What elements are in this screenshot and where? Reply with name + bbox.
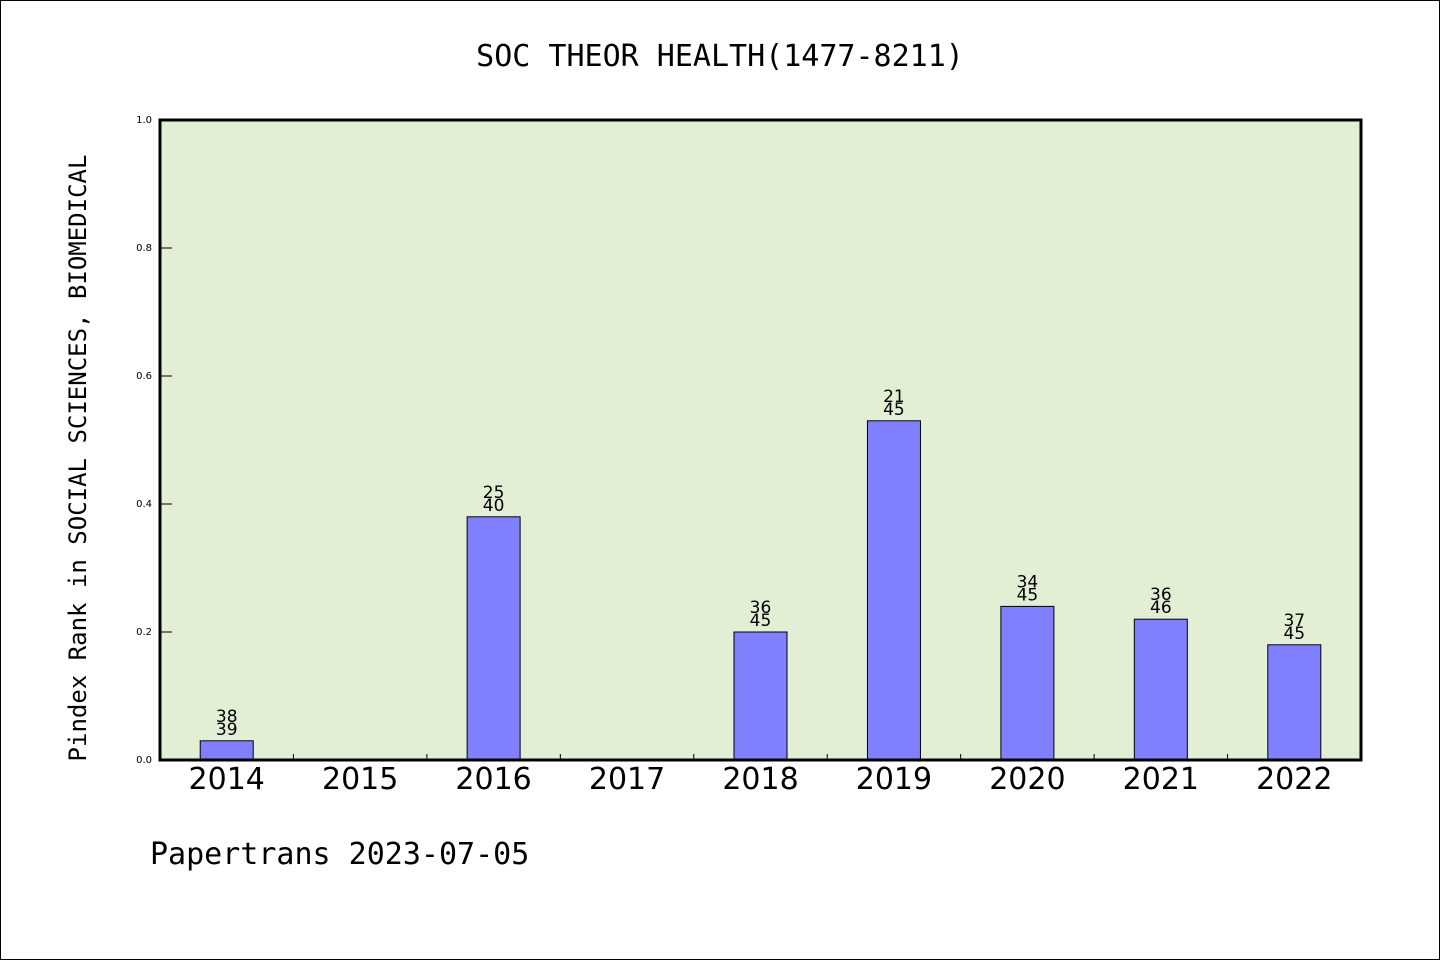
x-tick-label: 2014 — [189, 762, 265, 797]
y-axis-label: Pindex Rank in SOCIAL SCIENCES, BIOMEDIC… — [64, 155, 92, 762]
bar-total-label: 39 — [216, 720, 238, 740]
chart-title: SOC THEOR HEALTH(1477-8211) — [476, 39, 964, 74]
bar-total-label: 46 — [1150, 598, 1172, 618]
x-axis-ticks: 2014 2015 2016 2017 2018 2019 2020 2021 2022 — [189, 754, 1332, 797]
x-tick-label: 2020 — [989, 762, 1065, 797]
x-tick-label: 2019 — [856, 762, 932, 797]
y-tick-label: 0.4 — [136, 499, 152, 510]
bar-rank-label: 21 — [883, 387, 905, 407]
bar-total-label: 45 — [1017, 585, 1039, 605]
x-tick-label: 2016 — [455, 762, 531, 797]
plot-border — [158, 118, 1363, 762]
bar-rank-label: 37 — [1283, 611, 1305, 631]
y-tick-label: 0.8 — [136, 243, 152, 254]
bar-2020 — [1000, 605, 1055, 761]
footer-text: Papertrans 2023-07-05 — [150, 837, 529, 872]
bar-2022 — [1267, 644, 1322, 761]
bar-total-label: 40 — [483, 496, 505, 516]
bar-2016 — [466, 516, 521, 761]
bar-2018 — [733, 631, 788, 761]
x-tick-label: 2015 — [322, 762, 398, 797]
bar-rank-label: 38 — [216, 707, 238, 727]
bar-total-label: 45 — [883, 400, 905, 420]
bar-rank-label: 36 — [750, 598, 772, 618]
bar-2019 — [866, 420, 921, 761]
bar-rank-label: 34 — [1017, 572, 1039, 592]
y-tick-label: 0.2 — [136, 627, 152, 638]
bar-2021 — [1133, 618, 1188, 761]
bar-2014 — [199, 740, 254, 761]
x-tick-label: 2017 — [589, 762, 665, 797]
bar-total-label: 45 — [750, 611, 772, 631]
y-tick-label: 0.6 — [136, 371, 152, 382]
bar-rank-label: 25 — [483, 483, 505, 503]
y-tick-label: 0.0 — [136, 755, 152, 766]
bar-total-label: 45 — [1283, 624, 1305, 644]
bar-rank-label: 36 — [1150, 585, 1172, 605]
x-tick-label: 2018 — [722, 762, 798, 797]
y-tick-label: 1.0 — [136, 115, 152, 126]
x-tick-label: 2021 — [1123, 762, 1199, 797]
x-tick-label: 2022 — [1256, 762, 1332, 797]
